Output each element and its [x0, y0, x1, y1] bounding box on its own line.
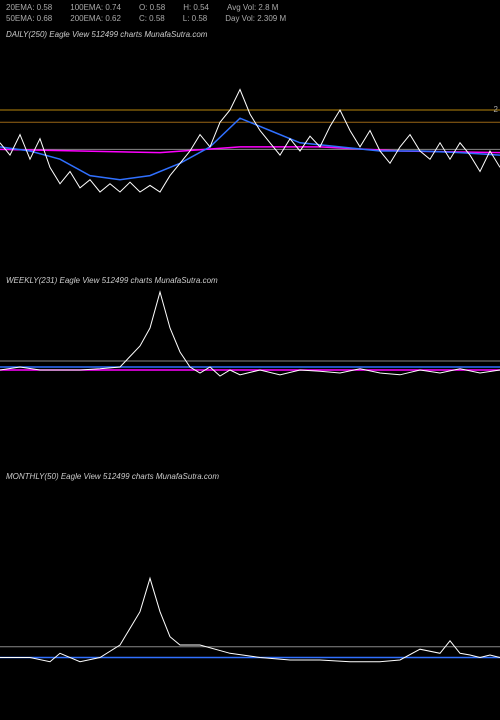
header-stats: 20EMA: 0.58 100EMA: 0.74 O: 0.58 H: 0.54 Avg…	[6, 2, 494, 24]
stat-cell: 100EMA: 0.74	[70, 2, 121, 13]
axis-tick-label: 2	[494, 105, 498, 114]
stat-cell: 20EMA: 0.58	[6, 2, 52, 13]
chart-panel: WEEKLY(231) Eagle View 512499 charts Mun…	[0, 274, 500, 454]
stat-cell: H: 0.54	[183, 2, 209, 13]
stat-row-1: 20EMA: 0.58 100EMA: 0.74 O: 0.58 H: 0.54 Avg…	[6, 2, 494, 13]
stat-cell: 50EMA: 0.68	[6, 13, 52, 24]
chart-line	[0, 90, 500, 193]
chart-panel: DAILY(250) Eagle View 512499 charts Muna…	[0, 28, 500, 274]
panel-title: MONTHLY(50) Eagle View 512499 charts Mun…	[6, 472, 219, 481]
chart-svg	[0, 28, 500, 274]
chart-svg	[0, 470, 500, 720]
panel-title: DAILY(250) Eagle View 512499 charts Muna…	[6, 30, 207, 39]
stat-cell: O: 0.58	[139, 2, 165, 13]
stat-cell: 200EMA: 0.62	[70, 13, 121, 24]
stat-cell: Avg Vol: 2.8 M	[227, 2, 278, 13]
chart-line	[0, 578, 500, 661]
stat-cell: C: 0.58	[139, 13, 165, 24]
stat-cell: Day Vol: 2.309 M	[225, 13, 286, 24]
stat-cell: L: 0.58	[183, 13, 207, 24]
chart-line	[0, 292, 500, 376]
chart-panel: MONTHLY(50) Eagle View 512499 charts Mun…	[0, 470, 500, 720]
chart-svg	[0, 274, 500, 454]
stock-chart-page: 20EMA: 0.58 100EMA: 0.74 O: 0.58 H: 0.54 Avg…	[0, 0, 500, 720]
stat-row-2: 50EMA: 0.68 200EMA: 0.62 C: 0.58 L: 0.58 Day…	[6, 13, 494, 24]
panel-title: WEEKLY(231) Eagle View 512499 charts Mun…	[6, 276, 218, 285]
